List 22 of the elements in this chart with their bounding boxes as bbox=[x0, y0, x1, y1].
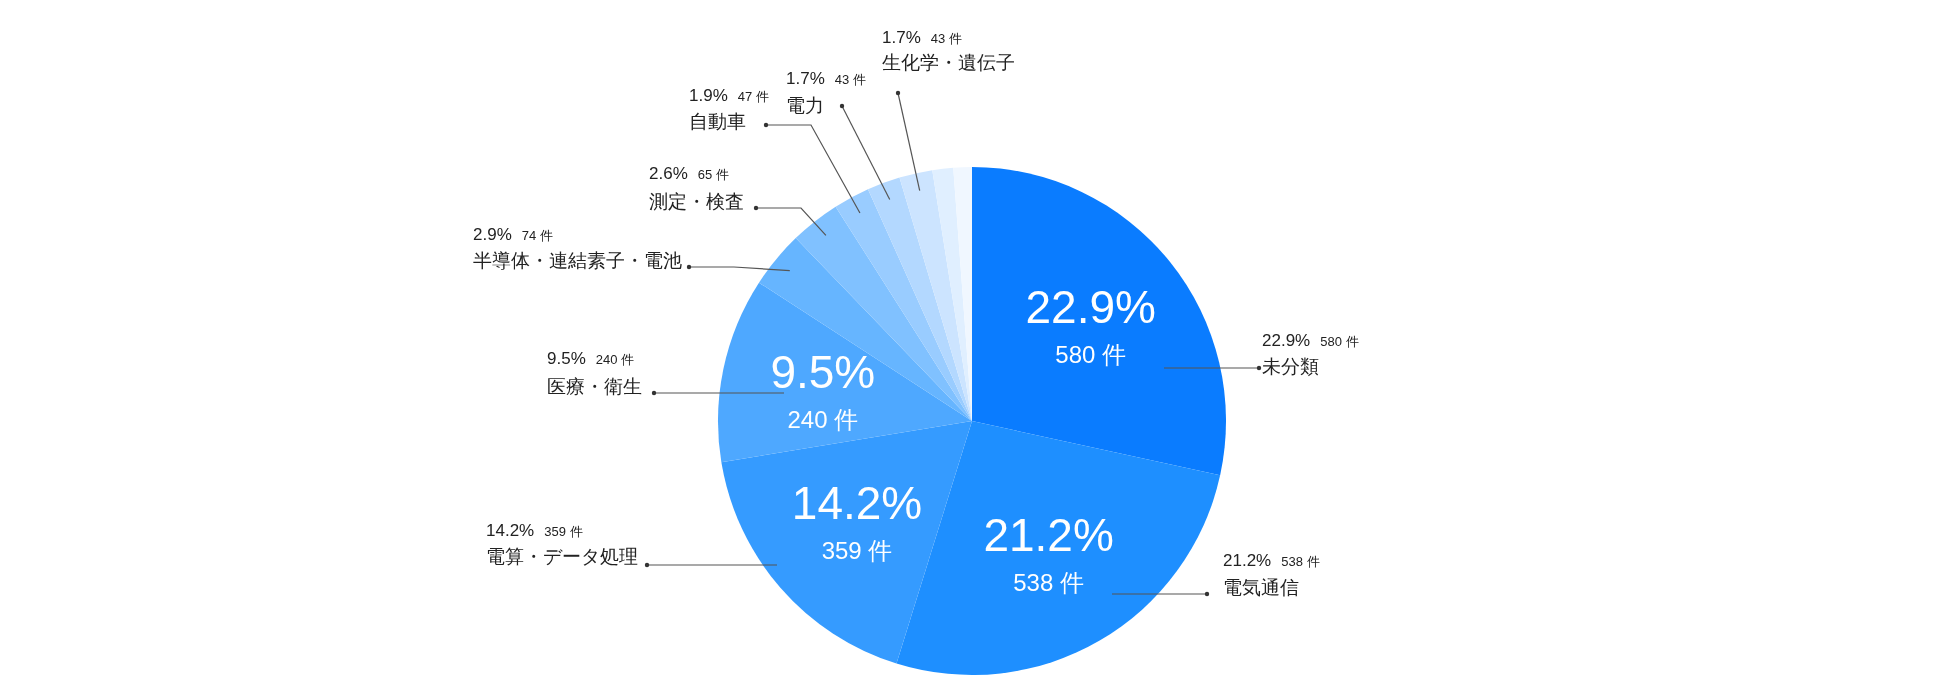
slice-label: 医療・衛生 bbox=[547, 376, 642, 397]
data-label: 1.7% 43 件 bbox=[786, 69, 866, 88]
data-label: 2.6% 65 件 bbox=[649, 164, 729, 183]
data-label: 9.5% 240 件 bbox=[770, 345, 876, 433]
data-label: 1.7% 43 件 bbox=[882, 28, 962, 47]
data-label: 14.2% 359 件 bbox=[791, 477, 923, 565]
text: 14.2% 359 件 bbox=[486, 521, 583, 540]
slice-label: 自動車 bbox=[689, 111, 746, 132]
slice-label: 未分類 bbox=[1262, 356, 1319, 377]
data-label: 21.2% 538 件 bbox=[983, 508, 1114, 596]
data-label: 1.9% 47 件 bbox=[689, 86, 769, 105]
text: 9.5% 240 件 bbox=[547, 349, 635, 368]
text: 21.2% 538 件 bbox=[1223, 551, 1320, 570]
slice-label: 電力 bbox=[786, 95, 824, 116]
slice-label: 生化学・遺伝子 bbox=[882, 52, 1015, 73]
data-label: 2.9% 74 件 bbox=[473, 225, 553, 244]
slice-label: 電算・データ処理 bbox=[486, 546, 638, 567]
slice-label: 半導体・連結素子・電池 bbox=[473, 250, 682, 271]
slice-label: 測定・検査 bbox=[649, 191, 744, 212]
data-label: 22.9% 580 件 bbox=[1025, 281, 1156, 369]
text: 22.9% 580 件 bbox=[1262, 331, 1359, 350]
slice-label: 電気通信 bbox=[1223, 577, 1299, 598]
